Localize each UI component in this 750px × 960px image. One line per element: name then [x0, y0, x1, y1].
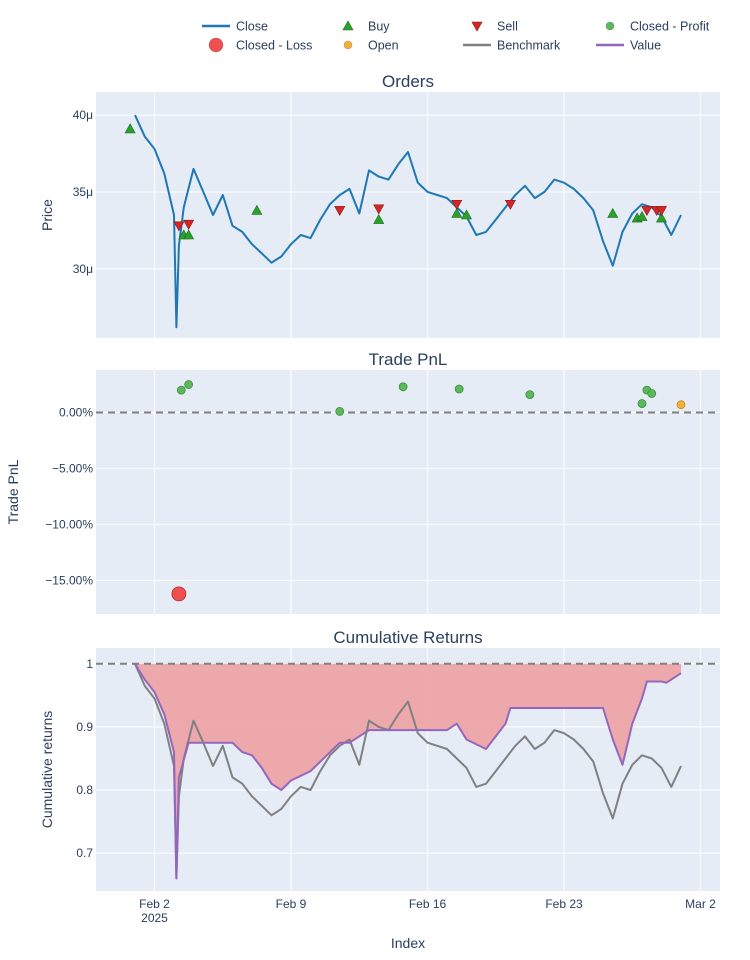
legend-item[interactable]: Buy — [342, 20, 390, 34]
legend-label: Value — [630, 39, 661, 53]
open-marker[interactable] — [676, 400, 686, 410]
x-tick-label: Feb 9 — [276, 897, 307, 911]
legend-item[interactable]: Closed - Profit — [605, 20, 710, 34]
y-tick-label: −10.00% — [45, 517, 93, 531]
gridlines — [96, 648, 720, 891]
y-tick-label: 40μ — [73, 108, 93, 122]
y-tick-label: 35μ — [73, 185, 93, 199]
profit-marker[interactable] — [184, 380, 194, 389]
x-tick-label: Mar 2 — [685, 897, 716, 911]
close-line[interactable] — [134, 114, 682, 329]
legend-circle-swatch — [605, 21, 615, 31]
sell-marker[interactable] — [655, 206, 668, 217]
y-tick-label: −15.00% — [45, 573, 93, 587]
sell-marker[interactable] — [373, 204, 385, 215]
legend-item[interactable]: Open — [343, 39, 399, 53]
legend-label: Closed - Loss — [236, 39, 312, 53]
y-tick-label: 0.9 — [76, 720, 93, 734]
y-tick-label: −5.00% — [52, 461, 93, 475]
profit-marker[interactable] — [454, 384, 464, 394]
legend-label: Open — [368, 39, 399, 53]
buy-marker[interactable] — [183, 229, 195, 240]
x-tick-label: Feb 2 — [139, 897, 170, 911]
plot-background — [96, 370, 720, 614]
trade-pnl-axis-label: Trade PnL — [5, 459, 21, 524]
drawdown-area — [135, 663, 681, 879]
y-tick-label: 1 — [86, 657, 93, 671]
buy-marker[interactable] — [373, 213, 385, 224]
legend-triangle-up-swatch — [342, 20, 354, 31]
buy-marker[interactable] — [655, 212, 668, 223]
legend-item[interactable]: Value — [596, 39, 661, 53]
x-tick-label: Feb 16 — [409, 897, 447, 911]
legend-item[interactable]: Closed - Loss — [208, 37, 312, 53]
legend-item[interactable]: Sell — [471, 20, 518, 34]
buy-marker[interactable] — [636, 210, 648, 221]
legend-circle-swatch — [208, 37, 224, 53]
x-tick-label: Feb 23 — [545, 897, 583, 911]
legend-label: Closed - Profit — [630, 20, 710, 34]
cumulative-returns-title: Cumulative Returns — [333, 628, 482, 647]
legend-label: Benchmark — [497, 39, 561, 53]
cumulative-returns-axis-label: Cumulative returns — [39, 711, 55, 829]
x-tick-year-label: 2025 — [141, 911, 168, 925]
profit-marker[interactable] — [335, 407, 345, 416]
buy-marker[interactable] — [607, 207, 619, 218]
trade-pnl-title: Trade PnL — [369, 350, 448, 369]
loss-marker[interactable] — [171, 586, 187, 602]
legend-label: Sell — [497, 20, 518, 34]
profit-marker[interactable] — [525, 390, 535, 400]
orders-panel: Orders Price 30μ 35μ 40μ — [39, 72, 720, 338]
x-axis-title: Index — [391, 935, 425, 951]
price-axis-label: Price — [39, 199, 55, 231]
value-line[interactable] — [134, 663, 682, 880]
legend-circle-swatch — [343, 40, 353, 50]
sell-marker[interactable] — [173, 221, 185, 232]
sell-marker[interactable] — [334, 206, 346, 217]
profit-marker[interactable] — [176, 385, 186, 395]
benchmark-line[interactable] — [134, 663, 682, 880]
legend-label: Buy — [368, 20, 390, 34]
buy-marker[interactable] — [451, 207, 463, 218]
legend-triangle-down-swatch — [471, 21, 483, 32]
sell-marker[interactable] — [451, 199, 463, 210]
buy-marker[interactable] — [124, 123, 136, 134]
sell-marker[interactable] — [641, 206, 653, 217]
y-tick-label: 0.7 — [76, 846, 93, 860]
sell-marker[interactable] — [504, 199, 516, 210]
buy-marker[interactable] — [460, 209, 473, 220]
plot-background — [96, 92, 720, 338]
orders-title: Orders — [382, 72, 434, 91]
legend[interactable]: Close Buy Sell Closed - Profit Closed - Loss… — [202, 20, 710, 53]
y-tick-label: 30μ — [73, 262, 93, 276]
gridlines — [96, 92, 720, 338]
profit-marker[interactable] — [647, 389, 657, 398]
sell-marker[interactable] — [183, 219, 195, 230]
legend-item[interactable]: Close — [202, 20, 268, 34]
y-tick-label: 0.00% — [59, 406, 93, 420]
legend-label: Close — [236, 20, 268, 34]
trade-pnl-panel: Trade PnL Trade PnL 0.00% −5.00% −10.00% −1… — [5, 350, 720, 614]
cumulative-returns-panel: Cumulative Returns Cumulative returns 0.… — [39, 628, 720, 891]
profit-marker[interactable] — [637, 399, 647, 408]
y-tick-label: 0.8 — [76, 783, 93, 797]
profit-marker[interactable] — [398, 382, 408, 392]
buy-marker[interactable] — [251, 204, 263, 215]
legend-item[interactable]: Benchmark — [463, 39, 561, 53]
